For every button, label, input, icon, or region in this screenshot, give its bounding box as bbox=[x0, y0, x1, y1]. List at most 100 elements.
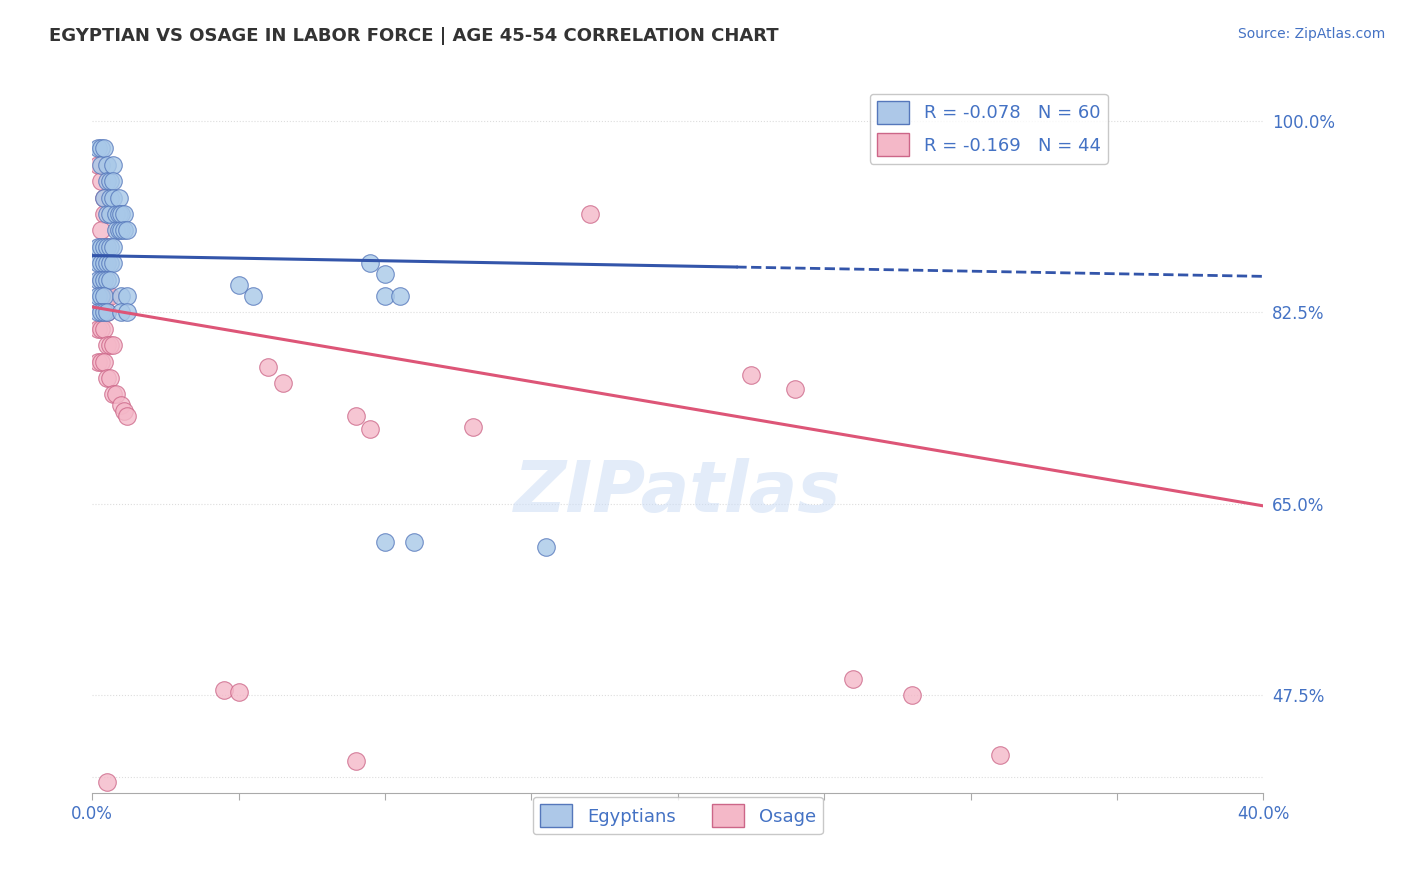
Point bbox=[90, 223, 112, 237]
Point bbox=[96, 256, 118, 270]
Point bbox=[96, 174, 118, 188]
Point bbox=[96, 338, 118, 352]
Point bbox=[359, 422, 381, 436]
Point bbox=[112, 207, 135, 221]
Point bbox=[93, 240, 115, 254]
Point bbox=[101, 158, 124, 172]
Point bbox=[87, 273, 110, 287]
Point bbox=[388, 289, 411, 303]
Point bbox=[87, 354, 110, 368]
Point bbox=[93, 191, 115, 205]
Point bbox=[96, 240, 118, 254]
Point bbox=[112, 223, 135, 237]
Point bbox=[98, 207, 121, 221]
Point bbox=[110, 398, 132, 412]
Point bbox=[93, 289, 115, 303]
Point bbox=[101, 191, 124, 205]
Point bbox=[93, 141, 115, 155]
Point bbox=[90, 141, 112, 155]
Point bbox=[93, 256, 115, 270]
Point bbox=[87, 158, 110, 172]
Point bbox=[117, 289, 139, 303]
Point bbox=[101, 256, 124, 270]
Point bbox=[98, 191, 121, 205]
Point bbox=[90, 174, 112, 188]
Point bbox=[96, 273, 118, 287]
Point bbox=[740, 368, 762, 382]
Point bbox=[87, 256, 110, 270]
Point bbox=[90, 273, 112, 287]
Point bbox=[110, 289, 132, 303]
Point bbox=[104, 207, 127, 221]
Text: ZIPatlas: ZIPatlas bbox=[515, 458, 841, 527]
Point bbox=[87, 141, 110, 155]
Point bbox=[257, 360, 280, 375]
Point bbox=[96, 207, 118, 221]
Point bbox=[101, 338, 124, 352]
Point bbox=[90, 240, 112, 254]
Point bbox=[93, 273, 115, 287]
Point bbox=[93, 305, 115, 319]
Point bbox=[344, 754, 367, 768]
Point bbox=[374, 535, 396, 549]
Point bbox=[93, 354, 115, 368]
Point bbox=[107, 191, 129, 205]
Point bbox=[87, 305, 110, 319]
Point bbox=[534, 541, 557, 555]
Point bbox=[271, 376, 294, 391]
Point bbox=[110, 223, 132, 237]
Point bbox=[87, 322, 110, 336]
Point bbox=[90, 305, 112, 319]
Point bbox=[98, 240, 121, 254]
Point bbox=[98, 371, 121, 385]
Point bbox=[96, 240, 118, 254]
Point bbox=[117, 223, 139, 237]
Point bbox=[107, 223, 129, 237]
Point bbox=[98, 338, 121, 352]
Point bbox=[98, 256, 121, 270]
Text: EGYPTIAN VS OSAGE IN LABOR FORCE | AGE 45-54 CORRELATION CHART: EGYPTIAN VS OSAGE IN LABOR FORCE | AGE 4… bbox=[49, 27, 779, 45]
Point bbox=[901, 688, 924, 702]
Point bbox=[93, 207, 115, 221]
Point bbox=[101, 387, 124, 401]
Point bbox=[242, 289, 264, 303]
Point bbox=[783, 382, 806, 396]
Point bbox=[112, 404, 135, 418]
Point bbox=[107, 207, 129, 221]
Point bbox=[96, 256, 118, 270]
Point bbox=[98, 174, 121, 188]
Point bbox=[404, 535, 426, 549]
Point bbox=[96, 371, 118, 385]
Point bbox=[96, 158, 118, 172]
Point bbox=[212, 682, 235, 697]
Point bbox=[104, 387, 127, 401]
Point bbox=[96, 289, 118, 303]
Point bbox=[90, 289, 112, 303]
Point bbox=[90, 256, 112, 270]
Point bbox=[110, 207, 132, 221]
Point bbox=[96, 305, 118, 319]
Point bbox=[228, 278, 250, 293]
Point bbox=[90, 273, 112, 287]
Legend: Egyptians, Osage: Egyptians, Osage bbox=[533, 797, 823, 834]
Point bbox=[93, 322, 115, 336]
Point bbox=[461, 420, 484, 434]
Point bbox=[96, 775, 118, 789]
Point bbox=[117, 409, 139, 424]
Point bbox=[98, 273, 121, 287]
Point bbox=[579, 207, 602, 221]
Point bbox=[90, 354, 112, 368]
Point bbox=[344, 409, 367, 424]
Point bbox=[96, 305, 118, 319]
Point bbox=[93, 273, 115, 287]
Point bbox=[93, 305, 115, 319]
Point bbox=[90, 322, 112, 336]
Point bbox=[93, 191, 115, 205]
Point bbox=[374, 267, 396, 281]
Point bbox=[842, 672, 865, 686]
Point bbox=[117, 305, 139, 319]
Point bbox=[87, 240, 110, 254]
Point bbox=[228, 684, 250, 698]
Point bbox=[98, 289, 121, 303]
Point bbox=[93, 256, 115, 270]
